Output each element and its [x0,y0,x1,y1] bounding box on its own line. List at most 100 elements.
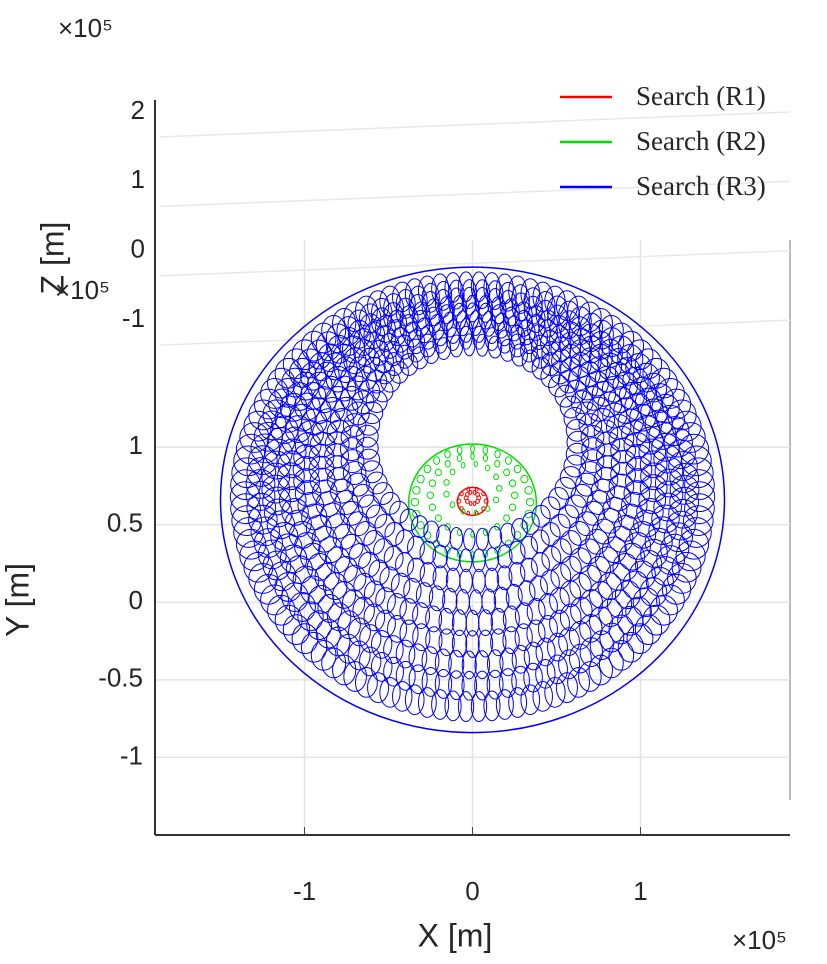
wire-circle [470,551,475,560]
wire-circle [297,348,324,379]
wire-circle [504,456,512,465]
wire-circle [551,538,572,564]
wire-circle [511,284,530,314]
wire-circle [359,646,382,677]
wire-circle [470,691,488,722]
wire-circle [668,451,698,481]
wire-circle [598,647,624,679]
wire-circle [544,676,566,708]
wire-circle [434,648,452,678]
grid-line [159,319,791,346]
wire-circle [540,522,561,546]
wire-circle [608,525,634,553]
wire-circle [526,619,546,648]
wire-circle [395,660,416,691]
wire-circle [564,494,588,519]
wire-circle [340,449,365,474]
wire-circle [495,273,514,305]
wire-circle [625,456,653,483]
wire-circle [474,670,491,701]
wire-circle [601,375,627,403]
grid-line [159,250,791,277]
wire-circle [668,498,698,529]
wire-circle [363,356,385,382]
wire-circle [684,493,715,525]
wire-circle [610,449,637,476]
wire-circle [404,278,425,310]
wire-circle [508,503,517,512]
wire-circle [315,618,341,649]
wire-circle [449,468,456,476]
wire-circle [496,321,513,347]
wire-circle [380,491,401,515]
wire-circle [494,449,501,459]
wire-circle [559,603,582,632]
wire-circle [354,666,378,698]
wire-circle [531,334,550,360]
wire-circle [549,609,570,638]
wire-circle [617,631,645,663]
sphere-wireframe [219,266,726,734]
wire-circle [486,649,504,679]
wire-circle [482,446,489,455]
wire-circle [559,580,582,608]
wire-circle [508,333,526,358]
wire-circle [357,494,381,519]
wire-circle [428,503,437,512]
wire-circle [274,604,303,636]
wire-circle [640,462,669,491]
wire-circle [431,273,450,305]
wire-circle [373,538,394,564]
wire-circle [306,553,333,581]
wire-circle [334,555,358,583]
wire-circle [419,333,437,358]
wire-circle [456,528,463,537]
wire-circle [495,485,503,492]
wire-circle [392,281,413,313]
wire-circle [278,486,307,515]
wire-circle [473,460,478,468]
wire-circle [417,275,437,307]
wire-circle [540,496,561,520]
wire-circle [473,509,478,517]
wire-circle [315,331,341,362]
wire-circle [332,307,357,339]
wire-circle [260,378,289,409]
wire-circle [373,348,394,374]
wire-circle [496,565,513,591]
wire-circle [468,489,473,495]
wire-circle [456,454,463,462]
grid-line [159,111,791,138]
wire-circle [532,281,553,313]
wire-circle [472,500,477,506]
wire-circle [322,352,348,381]
wire-circle [499,668,517,698]
wire-circle [590,478,616,504]
wire-circle [606,347,633,377]
wire-circle [403,577,422,604]
wire-circle [557,504,580,529]
wire-circle [547,632,568,662]
sphere-outline [456,486,489,517]
wire-circle [497,329,513,354]
wire-circle [499,647,517,677]
wire-circle [608,322,635,354]
wire-circle [399,598,419,625]
wire-circle [499,281,517,312]
wire-circle [593,467,619,493]
wire-circle [395,529,415,554]
wire-circle [363,603,386,632]
x-tick-label: 0 [465,876,479,906]
wire-circle [570,596,593,625]
wire-circle [360,401,384,425]
wire-circle [639,577,668,608]
wire-circle [354,295,378,327]
wire-circle [482,528,489,537]
wire-circle [557,369,580,394]
wire-circle [681,517,712,548]
x-multiplier: ×10⁵ [732,925,787,955]
wire-circle [346,375,370,401]
y-tick-label: -1 [120,740,143,770]
wire-circle [567,295,591,327]
wire-circle [253,421,283,452]
